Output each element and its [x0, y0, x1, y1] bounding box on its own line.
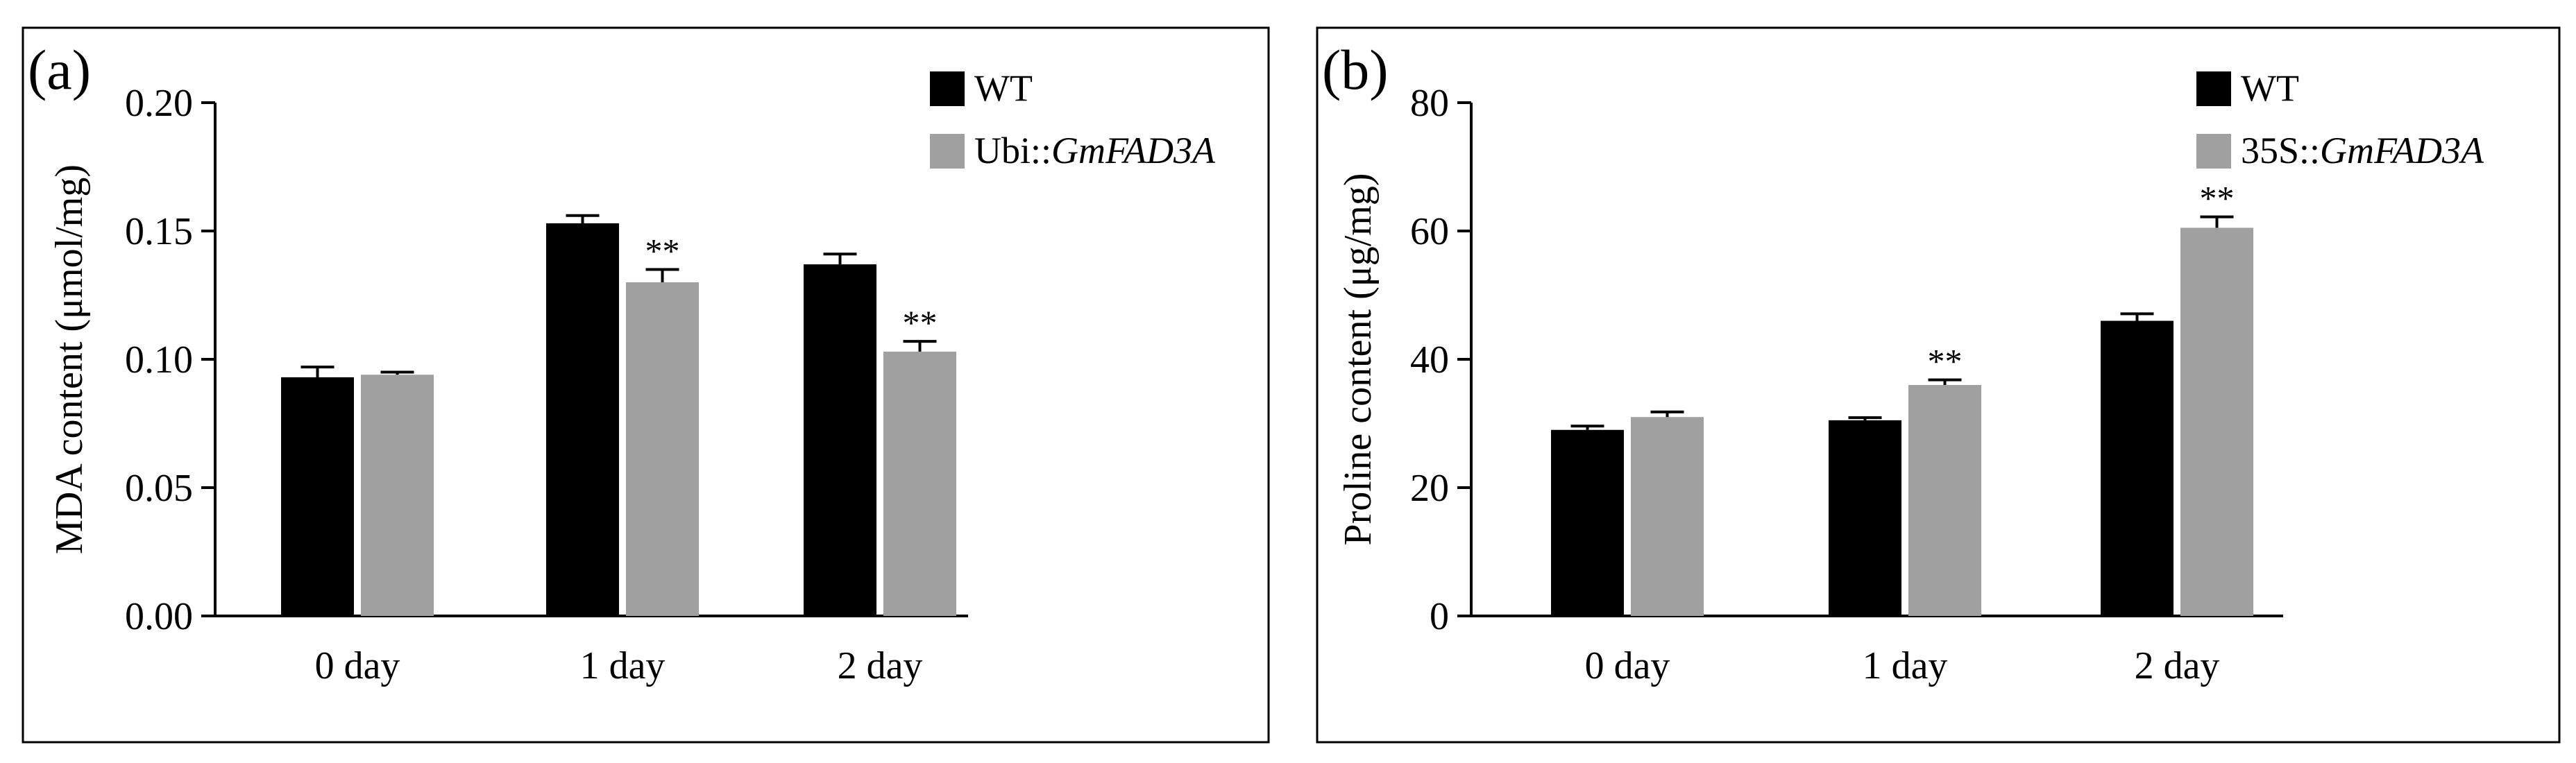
- bar: [2101, 320, 2174, 616]
- legend-label: WT: [2241, 67, 2299, 109]
- legend-label: Ubi::GmFAD3A: [974, 130, 1216, 171]
- bar: [1551, 429, 1624, 616]
- significance-mark: **: [903, 303, 938, 342]
- x-tick-label: 0 day: [315, 644, 400, 687]
- panel-a-label: (a): [28, 38, 91, 101]
- legend-label: 35S::GmFAD3A: [2241, 130, 2484, 171]
- bar: [361, 375, 434, 616]
- bar: [2180, 228, 2253, 616]
- legend-swatch: [930, 71, 965, 106]
- legend-swatch: [930, 134, 965, 169]
- legend-swatch: [2196, 134, 2231, 169]
- panel-a-plot: 0.00 0.05 0.10 0.15 0.20 MDA content (μmol/mg…: [48, 82, 968, 687]
- y-axis-title: MDA content (μmol/mg): [48, 164, 91, 554]
- bar: [626, 282, 699, 616]
- bar: [546, 223, 619, 616]
- panel-b: (b) 0 20 40 60 80 Proline content (μg/mg) 0 da…: [1316, 26, 2561, 744]
- panel-a-frame: [22, 26, 1270, 744]
- legend-label: WT: [974, 67, 1033, 109]
- y-tick-label: 80: [1410, 82, 1449, 125]
- significance-mark: **: [1928, 342, 1963, 381]
- y-tick-label: 0.15: [125, 210, 193, 253]
- y-tick-label: 0.00: [125, 595, 193, 638]
- y-tick-label: 60: [1410, 210, 1449, 253]
- x-tick-label: 1 day: [580, 644, 666, 687]
- bar: [1631, 417, 1704, 616]
- panel-b-label: (b): [1322, 38, 1389, 101]
- x-tick-label: 1 day: [1863, 644, 1948, 687]
- y-tick-label: 0.05: [125, 467, 193, 510]
- bar: [883, 351, 956, 616]
- significance-mark: **: [645, 232, 680, 271]
- panel-b-frame: [1316, 26, 2561, 744]
- y-tick-label: 0.10: [125, 338, 193, 382]
- bar: [1908, 385, 1981, 616]
- x-tick-label: 2 day: [838, 644, 923, 687]
- y-tick-label: 0: [1430, 595, 1449, 638]
- y-tick-label: 0.20: [125, 82, 193, 125]
- legend-swatch: [2196, 71, 2231, 106]
- y-tick-label: 20: [1410, 467, 1449, 510]
- x-tick-label: 0 day: [1585, 644, 1670, 687]
- bar: [281, 377, 354, 616]
- significance-mark: **: [2200, 179, 2235, 218]
- y-tick-label: 40: [1410, 338, 1449, 382]
- y-axis-title: Proline content (μg/mg): [1337, 173, 1380, 545]
- x-tick-label: 2 day: [2135, 644, 2220, 687]
- bar: [804, 264, 876, 616]
- panel-a: (a) 0.00 0.05 0.10 0.15 0.20 MDA content (μmo…: [22, 26, 1270, 744]
- panel-b-plot: 0 20 40 60 80 Proline content (μg/mg) 0 day 1 d…: [1337, 82, 2283, 687]
- bar: [1829, 420, 1901, 616]
